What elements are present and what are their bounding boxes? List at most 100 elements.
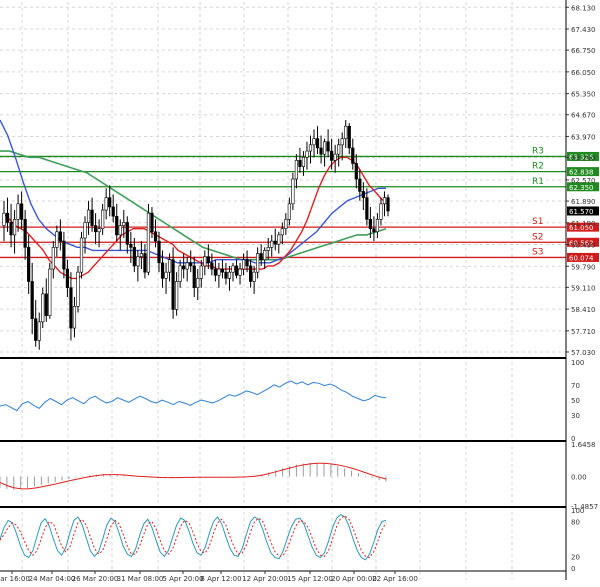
macd-axis-label: 0.00 [571, 474, 587, 482]
candle-body [27, 247, 31, 282]
candle-body [203, 256, 207, 267]
candle-body [90, 209, 94, 226]
candle-body [2, 212, 6, 226]
candle-body [69, 287, 73, 329]
candle-body [101, 209, 105, 229]
candle-body [37, 321, 41, 341]
candle-body [344, 125, 348, 139]
rsi-line [0, 380, 387, 412]
candle-body [315, 138, 320, 149]
candle-body [270, 240, 274, 248]
candle-body [280, 228, 284, 236]
candle-body [111, 206, 115, 217]
candle-body [16, 203, 20, 220]
chart-frame [0, 0, 567, 580]
macd-panel: 1.6458 0.00 -1.4857 [0, 441, 598, 511]
time-axis-label: 5 Apr 20:00 [162, 575, 203, 583]
candle-body [34, 318, 38, 341]
candle-body [132, 247, 136, 267]
candle-body [266, 247, 270, 251]
current-price-label: 61.570 [569, 208, 594, 216]
candle-body [298, 160, 302, 167]
level-badge [567, 182, 599, 192]
candle-body [108, 197, 112, 208]
level-badge [567, 167, 599, 177]
candle-body [301, 156, 306, 167]
candle-body [351, 147, 355, 164]
candle-body [213, 268, 217, 276]
candle-body [319, 147, 323, 155]
candle-body [273, 240, 277, 245]
candle-body [277, 234, 281, 245]
stochastic-d-line [0, 515, 387, 559]
candle-body [284, 219, 288, 229]
pivot-levels: R3 63.326 R2 62.838 R1 62.350 S1 61.050 S2 60.562… [0, 146, 599, 262]
rsi-axis-label: 0 [571, 435, 575, 443]
candle-body [115, 215, 119, 236]
candle-body [104, 197, 108, 211]
time-axis-label: 15 Apr 12:00 [287, 575, 333, 583]
candle-body [337, 144, 341, 155]
price-axis-label: 61.890 [571, 198, 596, 206]
candle-body [23, 219, 27, 248]
candle-body [171, 259, 175, 310]
candle-body [210, 262, 214, 270]
candle-body [287, 203, 291, 220]
candle-body [44, 293, 48, 316]
price-axis-label: 63.970 [571, 133, 596, 141]
time-axis-label: 20 Apr 00:00 [331, 575, 377, 583]
price-axis-label: 65.350 [571, 91, 596, 99]
candle-body [330, 150, 334, 161]
candle-body [160, 262, 165, 279]
candle-body [252, 271, 256, 282]
price-axis-label: 59.790 [571, 263, 596, 271]
candle-body [76, 271, 80, 307]
rsi-panel: 100 70 50 30 0 [0, 359, 584, 443]
candle-body [256, 253, 260, 273]
candle-body [58, 231, 62, 242]
level-price-label: 62.838 [569, 169, 594, 177]
level-name-r1: R1 [532, 177, 544, 187]
candles [2, 120, 390, 350]
candle-body [175, 281, 179, 310]
price-axis-label: 62.570 [571, 177, 596, 185]
candle-body [178, 265, 182, 282]
stochastic-panel: 100 80 20 0 [0, 507, 584, 573]
price-axis-label: 63.290 [571, 155, 596, 163]
price-axis-label: 68.130 [571, 4, 596, 12]
candle-body [125, 222, 129, 245]
rsi-axis-label: 100 [571, 359, 584, 367]
price-axis-label: 59.110 [571, 284, 596, 292]
candle-body [62, 240, 66, 270]
stochastic-axis-label: 100 [571, 507, 584, 515]
level-price-label: 63.326 [569, 153, 594, 161]
stochastic-axis-label: 20 [571, 553, 580, 561]
candle-body [347, 125, 351, 149]
macd-signal-line [0, 462, 387, 490]
candle-body [312, 138, 316, 146]
candle-body [48, 268, 52, 316]
candle-body [41, 293, 45, 323]
candle-body [322, 141, 327, 155]
candle-body [340, 138, 344, 146]
candle-body [231, 265, 235, 273]
candle-body [51, 247, 55, 270]
candle-body [199, 265, 203, 279]
time-axis-label: 26 Mar 20:00 [72, 575, 119, 583]
candle-body [375, 219, 380, 233]
stochastic-axis-label: 0 [571, 565, 575, 573]
candle-body [382, 197, 387, 205]
candle-body [182, 265, 186, 270]
price-axis: 68.130 67.430 66.750 66.050 65.350 64.670 63.9… [566, 4, 599, 357]
level-price-label: 62.350 [569, 184, 594, 192]
candle-body [227, 271, 232, 279]
candle-body [5, 212, 10, 223]
time-axis-label: 8 Apr 12:00 [200, 575, 241, 583]
candle-body [354, 163, 358, 180]
candle-body [326, 141, 330, 152]
macd-axis-label: 1.6458 [571, 441, 596, 449]
price-axis-label: 57.030 [571, 349, 596, 357]
candle-body [153, 231, 158, 242]
candle-body [224, 271, 228, 279]
